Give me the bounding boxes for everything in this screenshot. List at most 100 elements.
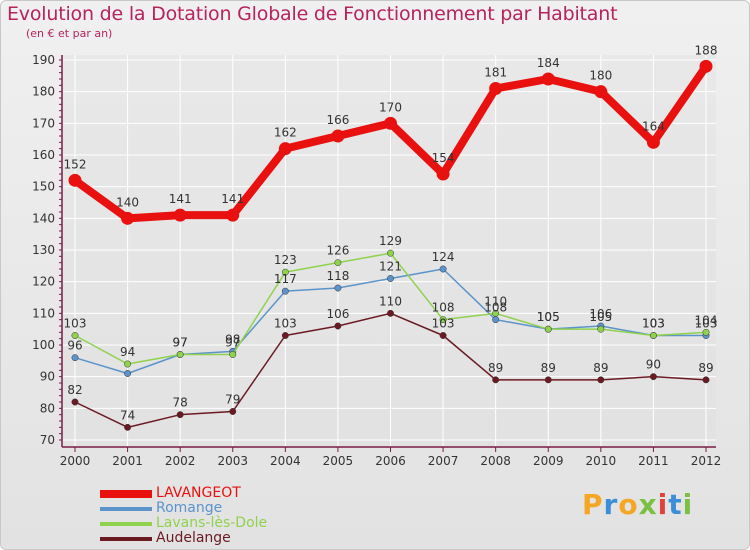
data-point <box>544 376 552 384</box>
x-tick-label: 2004 <box>270 454 301 468</box>
legend-label: Audelange <box>156 530 231 546</box>
data-label: 89 <box>593 361 608 375</box>
y-tick-label: 190 <box>32 53 55 67</box>
data-point <box>597 376 605 384</box>
data-point <box>492 309 500 317</box>
x-tick-label: 2008 <box>480 454 511 468</box>
data-label: 105 <box>537 310 560 324</box>
data-label: 97 <box>173 336 188 350</box>
data-label: 94 <box>120 345 135 359</box>
data-point <box>68 173 82 187</box>
data-point <box>597 325 605 333</box>
data-label: 90 <box>646 358 661 372</box>
data-point <box>594 85 608 99</box>
data-point <box>124 423 132 431</box>
data-label: 97 <box>225 336 240 350</box>
data-label: 129 <box>379 234 402 248</box>
x-tick-label: 2001 <box>112 454 143 468</box>
data-point <box>226 208 240 222</box>
data-point <box>334 259 342 267</box>
x-tick-label: 2002 <box>165 454 196 468</box>
legend-swatch <box>100 537 152 541</box>
data-label: 103 <box>64 317 87 331</box>
data-label: 103 <box>695 317 718 331</box>
data-label: 117 <box>274 272 297 286</box>
data-point <box>649 332 657 339</box>
data-label: 188 <box>695 43 718 57</box>
brand-letter: i <box>682 488 694 521</box>
data-label: 105 <box>589 310 612 324</box>
y-tick-label: 80 <box>40 401 55 415</box>
data-point <box>176 411 184 419</box>
data-label: 105 <box>537 310 560 324</box>
brand-letter: x <box>638 488 658 521</box>
data-label: 108 <box>484 301 507 315</box>
data-label: 103 <box>642 317 665 331</box>
legend-swatch <box>100 490 152 498</box>
x-tick-label: 2000 <box>60 454 91 468</box>
data-point <box>387 275 394 282</box>
legend: LAVANGEOT Romange Lavans-lès-Dole Audelange <box>100 486 340 546</box>
y-tick-label: 70 <box>40 433 55 447</box>
data-point <box>649 373 657 381</box>
data-point <box>387 249 394 257</box>
data-point <box>492 376 500 384</box>
y-tick-label: 90 <box>40 370 55 384</box>
data-label: 89 <box>541 361 556 375</box>
x-tick-label: 2010 <box>586 454 617 468</box>
data-label: 96 <box>67 339 82 353</box>
data-label: 164 <box>642 119 665 133</box>
data-point <box>124 360 132 368</box>
data-point <box>278 142 292 156</box>
x-tick-label: 2007 <box>428 454 459 468</box>
data-point <box>702 328 710 336</box>
data-label: 78 <box>173 396 188 410</box>
data-label: 103 <box>432 317 455 331</box>
data-label: 123 <box>274 253 297 267</box>
legend-item: LAVANGEOT <box>100 486 340 501</box>
data-point <box>71 332 79 339</box>
y-tick-label: 150 <box>32 180 55 194</box>
data-label: 103 <box>274 317 297 331</box>
data-point <box>439 332 447 339</box>
data-point <box>281 268 289 276</box>
y-tick-label: 120 <box>32 275 55 289</box>
data-point <box>173 208 187 222</box>
chart-subtitle: (en € et par an) <box>26 27 113 40</box>
data-point <box>334 284 342 292</box>
data-label: 181 <box>484 66 507 80</box>
data-point <box>387 309 394 317</box>
y-tick-label: 130 <box>32 243 55 257</box>
data-point <box>176 351 184 358</box>
x-tick-label: 2012 <box>691 454 722 468</box>
data-point <box>121 211 135 225</box>
data-point <box>334 322 342 330</box>
data-label: 74 <box>120 408 135 422</box>
data-point <box>646 135 660 149</box>
data-label: 162 <box>274 126 297 140</box>
data-point <box>331 129 345 143</box>
data-point <box>281 332 289 339</box>
data-point <box>544 325 552 333</box>
x-tick-label: 2006 <box>375 454 406 468</box>
brand-letter: P <box>582 488 604 521</box>
data-label: 82 <box>67 383 82 397</box>
data-label: 166 <box>326 113 349 127</box>
legend-item: Romange <box>100 501 340 516</box>
data-label: 154 <box>432 151 455 165</box>
legend-label: LAVANGEOT <box>156 485 241 501</box>
data-point <box>699 59 713 73</box>
data-point <box>436 167 450 181</box>
brand-letter: r <box>603 488 619 521</box>
brand-logo: Proxiti <box>582 488 693 521</box>
data-label: 108 <box>432 301 455 315</box>
data-label: 79 <box>225 393 240 407</box>
y-tick-label: 100 <box>32 338 55 352</box>
y-tick-label: 110 <box>32 306 55 320</box>
y-tick-label: 160 <box>32 148 55 162</box>
legend-label: Romange <box>156 500 223 516</box>
y-tick-label: 180 <box>32 85 55 99</box>
data-point <box>281 287 289 295</box>
data-label: 118 <box>326 269 349 283</box>
